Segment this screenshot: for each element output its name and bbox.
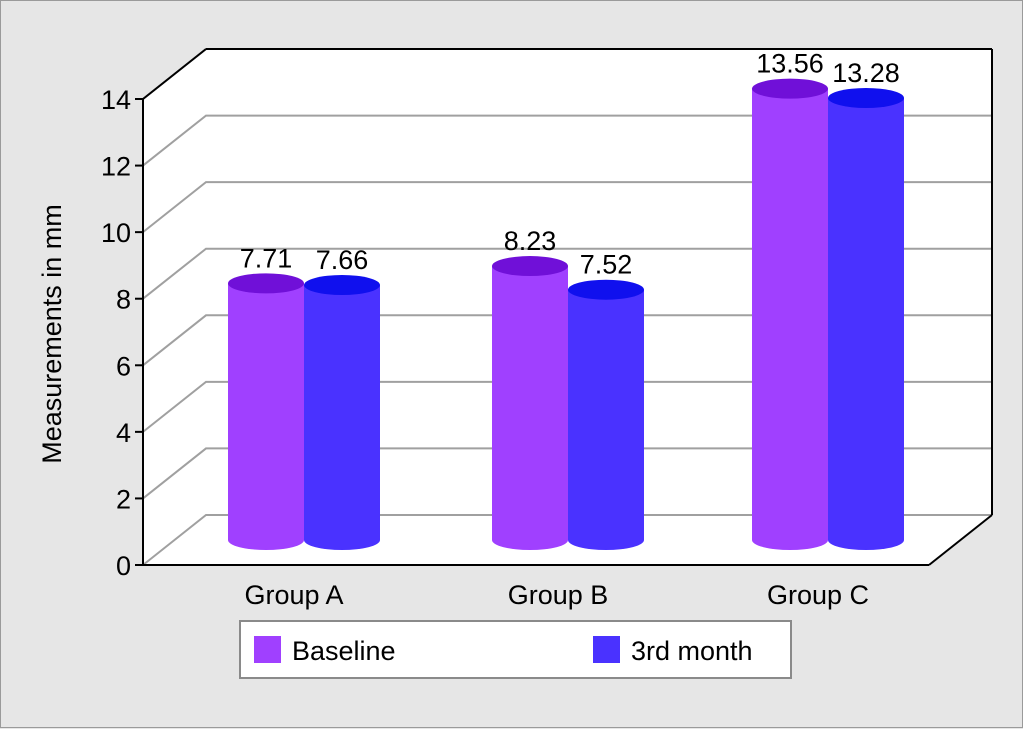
y-tick-label: 12 [101,152,131,182]
bar-body [828,97,904,551]
y-tick-label: 0 [116,551,131,581]
bar-top [304,275,380,296]
bar-top [492,256,568,277]
bar-top [228,273,304,294]
y-tick-label: 14 [101,85,131,115]
gridline [142,514,992,566]
legend: Baseline 3rd month [239,620,792,679]
data-label: 7.71 [240,243,293,273]
y-tick-label: 4 [116,418,131,448]
gridline [142,447,992,500]
bar-body [228,283,304,550]
legend-swatch [593,636,620,663]
y-axis-title: Measurements in mm [37,204,67,464]
y-tick-label: 2 [116,484,131,514]
x-category-label: Group B [508,580,609,610]
bar-body [568,289,644,550]
bar [828,87,904,551]
y-tick-label: 10 [101,218,131,248]
gridline [142,114,992,167]
legend-swatch [254,636,281,663]
legend-label: Baseline [292,636,396,666]
floor-right-edge [928,514,993,566]
bar-body [304,285,380,550]
y-axis: 0 2 4 6 8 10 12 14 [101,85,929,581]
x-category-label: Group A [244,580,343,610]
gridlines [142,48,993,566]
data-labels: 7.71 7.66 8.23 7.52 13.56 13.28 [240,49,900,280]
bar [304,275,380,550]
bar-top [752,78,828,99]
legend-box [239,620,792,679]
x-axis-labels: Group A Group B Group C [244,580,869,610]
data-label: 7.52 [580,250,633,280]
x-category-label: Group C [767,580,869,610]
legend-label: 3rd month [631,636,753,666]
bar-body [492,266,568,550]
side-wall [143,49,206,565]
data-label: 8.23 [504,226,557,256]
data-label: 13.28 [832,58,900,88]
bar-body [752,88,828,550]
bars [228,78,904,551]
side-top-edge [142,48,207,100]
y-tick-label: 6 [116,351,131,381]
bar [492,256,568,550]
y-tick-label: 8 [116,285,131,315]
bar-top [828,87,904,108]
gridline [142,314,992,367]
data-label: 7.66 [316,245,369,275]
bar [752,78,828,550]
gridline [142,380,992,433]
data-label: 13.56 [756,49,824,79]
gridline [142,247,992,300]
bar-top [568,279,644,300]
bar [228,273,304,550]
bar [568,279,644,550]
gridline [142,181,992,233]
